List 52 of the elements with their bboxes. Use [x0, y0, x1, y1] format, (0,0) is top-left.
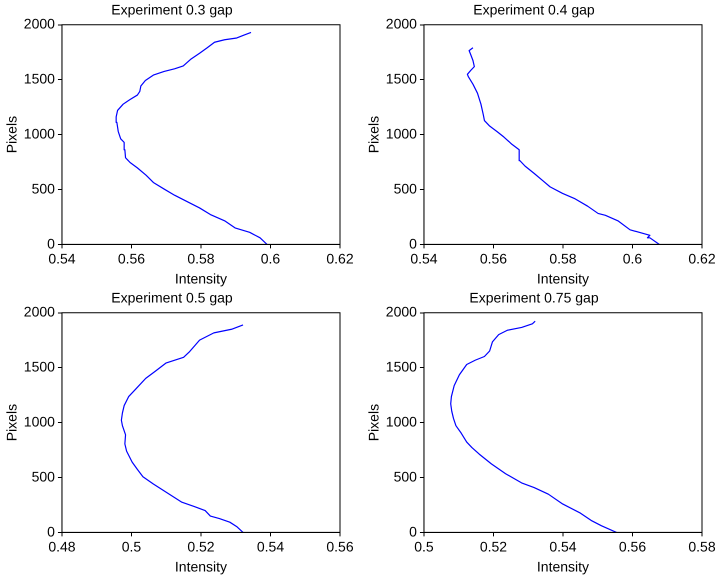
x-axis-title: Intensity: [536, 270, 590, 286]
y-axis-title: Pixels: [365, 116, 382, 154]
y-tick-label: 500: [394, 468, 418, 484]
y-axis-title: Pixels: [3, 404, 20, 442]
y-tick-label: 0: [47, 235, 56, 252]
x-axis-title: Intensity: [174, 270, 228, 286]
x-tick-label: 0.54: [48, 250, 76, 267]
y-tick-label: 1500: [386, 70, 418, 87]
x-tick-label: 0.56: [118, 250, 146, 267]
y-tick-label: 2000: [386, 304, 418, 320]
x-tick-label: 0.5: [122, 538, 142, 555]
x-tick-label: 0.6: [260, 250, 280, 267]
x-tick-label: 0.56: [480, 250, 508, 267]
y-tick-label: 500: [32, 180, 56, 196]
y-axis-title: Pixels: [365, 404, 382, 442]
y-axis-title: Pixels: [3, 116, 20, 154]
y-tick-label: 1500: [24, 70, 56, 87]
y-tick-label: 1500: [24, 358, 56, 375]
y-tick-label: 0: [409, 235, 418, 252]
y-tick-label: 1500: [386, 358, 418, 375]
x-axis-title: Intensity: [536, 558, 590, 574]
y-tick-label: 2000: [24, 16, 56, 32]
x-tick-label: 0.62: [688, 250, 716, 267]
x-tick-label: 0.5: [414, 538, 434, 555]
x-tick-label: 0.52: [187, 538, 215, 555]
y-tick-label: 0: [47, 523, 56, 540]
y-tick-label: 0: [409, 523, 418, 540]
x-tick-label: 0.6: [622, 250, 642, 267]
x-tick-label: 0.54: [549, 538, 577, 555]
y-tick-label: 500: [32, 468, 56, 484]
x-tick-label: 0.58: [187, 250, 215, 267]
y-tick-label: 2000: [386, 16, 418, 32]
y-tick-label: 1000: [386, 125, 418, 142]
x-tick-label: 0.56: [618, 538, 646, 555]
y-tick-label: 1000: [24, 125, 56, 142]
x-tick-label: 0.58: [549, 250, 577, 267]
x-tick-label: 0.52: [480, 538, 508, 555]
y-tick-label: 500: [394, 180, 418, 196]
x-tick-label: 0.56: [326, 538, 354, 555]
chart-title: Experiment 0.4 gap: [473, 1, 595, 18]
x-tick-label: 0.58: [688, 538, 716, 555]
y-tick-label: 1000: [24, 413, 56, 430]
x-tick-label: 0.62: [326, 250, 354, 267]
x-tick-label: 0.54: [256, 538, 284, 555]
chart-title: Experiment 0.75 gap: [469, 289, 599, 306]
x-tick-label: 0.54: [410, 250, 438, 267]
chart-title: Experiment 0.3 gap: [111, 1, 233, 18]
chart-title: Experiment 0.5 gap: [111, 289, 233, 306]
y-tick-label: 2000: [24, 304, 56, 320]
y-tick-label: 1000: [386, 413, 418, 430]
x-tick-label: 0.48: [48, 538, 76, 555]
x-axis-title: Intensity: [174, 558, 228, 574]
